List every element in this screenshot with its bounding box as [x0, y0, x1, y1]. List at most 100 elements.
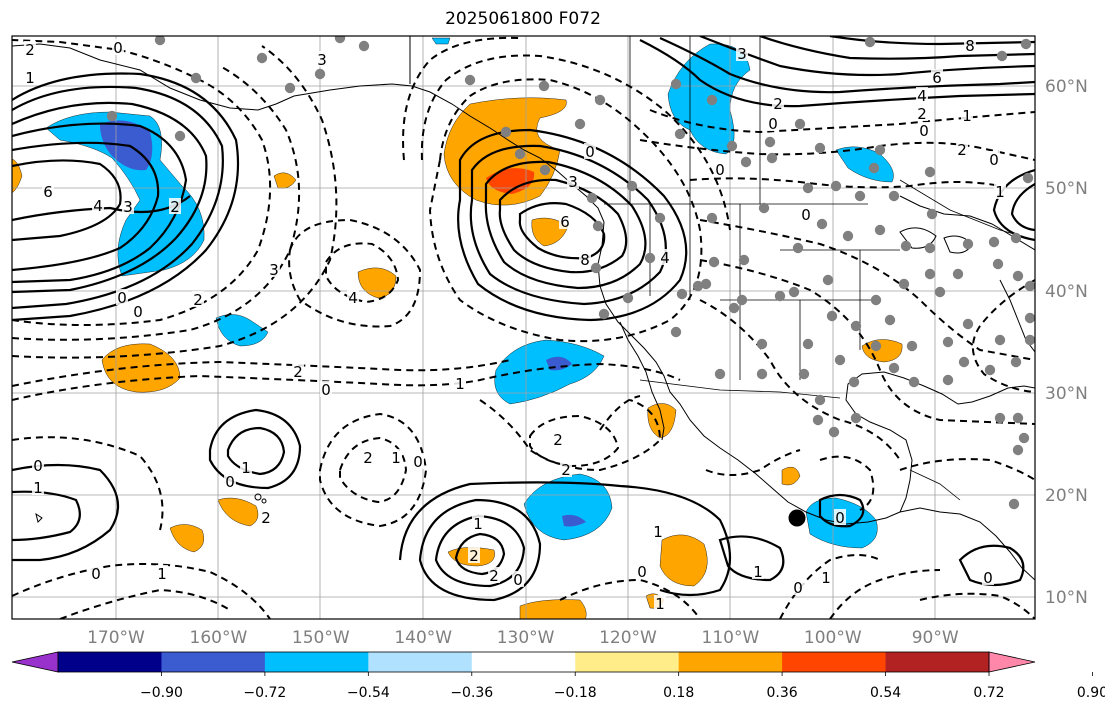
- contour-label-halo: [116, 289, 128, 305]
- station-dot: [884, 314, 896, 326]
- station-dot: [888, 190, 900, 202]
- contour-label: 0: [768, 115, 778, 133]
- station-dot: [706, 94, 718, 106]
- contour-label-halo: [834, 509, 846, 525]
- contour-label-halo: [800, 206, 812, 222]
- station-dot: [1012, 412, 1024, 424]
- station-dot: [888, 362, 900, 374]
- solid-contour: [398, 481, 731, 597]
- colorbar-tick-label: 0.36: [767, 685, 798, 701]
- contour-label-halo: [169, 198, 181, 214]
- station-dot: [714, 368, 726, 380]
- station-dot: [996, 50, 1008, 62]
- contour-label: 0: [413, 453, 423, 471]
- longitude-label: 150°W: [292, 628, 350, 648]
- contour-label: 1: [653, 523, 663, 541]
- contour-label-halo: [931, 69, 943, 85]
- contour-label: 6: [43, 183, 53, 201]
- dashed-contour: [829, 569, 941, 619]
- contour-label-halo: [964, 37, 976, 53]
- station-dot: [828, 426, 840, 438]
- station-dot: [952, 268, 964, 280]
- contour-label: 3: [317, 51, 327, 69]
- station-dot: [788, 286, 800, 298]
- longitude-label: 160°W: [190, 628, 248, 648]
- colorbar-under-arrow: [11, 651, 59, 673]
- contour-label: 4: [917, 87, 927, 105]
- contour-label-halo: [42, 183, 54, 199]
- blue-shading: [431, 37, 451, 45]
- station-dot: [514, 148, 526, 160]
- contour-label-halo: [192, 291, 204, 307]
- station-dot: [598, 308, 610, 320]
- station-dots: [106, 36, 1035, 510]
- dashed-contour: [12, 65, 301, 341]
- station-dot: [822, 274, 834, 286]
- orange-shading: [647, 403, 677, 439]
- station-dot: [1010, 232, 1022, 244]
- contour-label-halo: [488, 567, 500, 583]
- dashed-contour: [699, 299, 901, 461]
- dashed-contour: [639, 139, 1035, 161]
- contour-label: 3: [269, 261, 279, 279]
- contour-label-halo: [792, 579, 804, 595]
- station-dot: [942, 336, 954, 348]
- contour-label: 0: [225, 473, 235, 491]
- longitude-label: 140°W: [394, 628, 452, 648]
- station-dot: [984, 364, 996, 376]
- contour-label-halo: [32, 457, 44, 473]
- station-dot: [814, 142, 826, 154]
- contour-label: 1: [995, 183, 1005, 201]
- station-dot: [692, 280, 704, 292]
- contour-label-halo: [347, 289, 359, 305]
- colorbar-outline: [57, 651, 990, 673]
- colorbar-tick-label: −0.54: [347, 685, 390, 701]
- orange-shading: [531, 217, 569, 247]
- station-dot: [992, 258, 1004, 270]
- contour-label-halo: [982, 569, 994, 585]
- contour-label: 2: [261, 509, 271, 527]
- contour-label-halo: [552, 431, 564, 447]
- contour-label: 2: [293, 363, 303, 381]
- colorbar-tick-label: −0.72: [243, 685, 286, 701]
- colorbar-tick-label: 0.54: [870, 685, 901, 701]
- contour-label-halo: [240, 459, 252, 475]
- station-dot: [574, 118, 586, 130]
- station-dot: [850, 412, 862, 424]
- dashed-contour: [819, 455, 875, 511]
- station-dot: [736, 294, 748, 306]
- contour-label-halo: [112, 39, 124, 55]
- contour-label: 6: [560, 213, 570, 231]
- station-dot: [816, 218, 828, 230]
- station-dot: [848, 376, 860, 388]
- dashed-contour: [12, 39, 272, 326]
- contour-label: 2: [469, 547, 479, 565]
- contour-label-halo: [122, 198, 134, 214]
- station-dot: [962, 318, 974, 330]
- solid-contour: [12, 72, 240, 322]
- contour-label-halo: [584, 143, 596, 159]
- station-dot: [538, 80, 550, 92]
- contour-label-halo: [512, 571, 524, 587]
- solid-contour: [659, 36, 1035, 94]
- station-dot: [500, 126, 512, 138]
- contour-label-halo: [24, 69, 36, 85]
- station-dot: [592, 220, 604, 232]
- blue-shading: [215, 314, 269, 347]
- contour-label-halo: [579, 251, 591, 267]
- colorbar-segment: [575, 652, 680, 672]
- station-dot: [740, 156, 752, 168]
- contour-label: 0: [715, 161, 725, 179]
- contour-label-halo: [472, 515, 484, 531]
- station-dot: [106, 110, 118, 122]
- station-dot: [794, 118, 806, 130]
- contour-label: 0: [801, 206, 811, 224]
- contour-label-halo: [260, 509, 272, 525]
- station-dot: [626, 180, 638, 192]
- dashed-contour: [12, 563, 271, 619]
- dashed-contour: [779, 554, 881, 619]
- contour-label: 1: [655, 595, 665, 613]
- station-dot: [906, 340, 918, 352]
- station-dot: [874, 144, 886, 156]
- station-dot: [1024, 280, 1035, 292]
